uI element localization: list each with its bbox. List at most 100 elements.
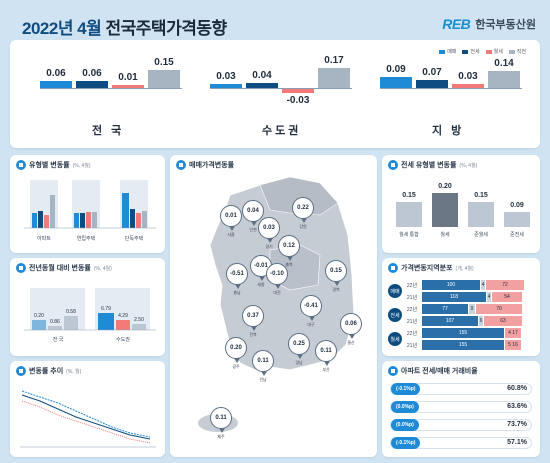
map-pin-부산: 0.11 — [315, 340, 337, 366]
dist-segment — [479, 316, 483, 326]
summary-legend: 매매 전세 월세 직전 — [439, 48, 526, 55]
dist-year: 22년 — [406, 331, 418, 337]
map-pin-울산: 0.06 — [340, 313, 362, 339]
title-date: 2022년 4월 — [22, 19, 102, 38]
jeonse-label: 준전세 — [510, 232, 524, 238]
ratio-row: (-0.1%p) 60.8% — [390, 383, 532, 395]
map-pin-label: 충북 — [285, 262, 293, 267]
dist-group-label: 월세 — [388, 332, 402, 346]
region-bar — [246, 83, 278, 88]
type-group-detached: 단독주택 — [124, 236, 144, 242]
chart-icon — [16, 160, 26, 170]
jeonse-bar — [504, 211, 530, 227]
map-pin-대구: -0.41 — [300, 295, 322, 321]
dist-segment — [486, 280, 524, 290]
map-pin-제주: 0.11 — [210, 407, 232, 433]
type-group-apt: 아파트 — [37, 236, 51, 242]
dist-segment — [484, 316, 522, 326]
page-title: 2022년 4월 전국주택가격동향 — [22, 14, 227, 39]
dist-segment — [505, 328, 521, 338]
jeonse-value: 0.15 — [474, 191, 488, 199]
jeonse-value: 0.20 — [438, 183, 452, 190]
region-name: 전 국 — [92, 125, 125, 137]
dist-title: 가격변동지역분포 (개, 4월) — [388, 263, 474, 273]
region-name: 지 방 — [432, 125, 465, 137]
dist-value: 6 — [479, 318, 483, 324]
dist-segment — [469, 304, 475, 314]
dist-year: 21년 — [406, 343, 418, 349]
map-pin-경남: 0.25 — [288, 333, 310, 359]
region-bar — [210, 84, 242, 88]
region-bar — [282, 89, 314, 93]
dist-value: 54 — [504, 294, 510, 300]
dist-segment — [481, 280, 485, 290]
dist-year: 21년 — [406, 295, 418, 301]
chart-icon — [16, 263, 26, 273]
trend-title: 변동률 추이 (%, 월) — [16, 366, 81, 376]
ratio-value: 57.1% — [507, 439, 527, 446]
type-change-card: 유형별 변동률 (%, 4월) 아파트 연립주택 단독주택 — [10, 155, 165, 253]
map-title: 매매가격변동률 — [176, 160, 234, 170]
annual-val-4: 6.79 — [101, 306, 111, 312]
region-bar — [488, 71, 520, 88]
region-value: 0.15 — [154, 57, 174, 68]
map-pin-label: 강원 — [299, 224, 307, 229]
map-pin-label: 인천 — [249, 227, 257, 232]
map-pin-서울: 0.01 — [220, 205, 242, 231]
jeonse-type-card: 전세 유형별 변동률 (%, 4월) 0.15 월세 통합 0.20 월세 0.15 준월세… — [382, 155, 540, 253]
jeonse-type-title: 전세 유형별 변동률 (%, 4월) — [388, 160, 477, 170]
logo: REB 한국부동산원 — [442, 16, 536, 32]
map-pin-인천: 0.04 — [242, 200, 264, 226]
ratio-value: 60.8% — [507, 385, 527, 392]
dist-group-label: 매매 — [388, 284, 402, 298]
region-baseline — [380, 88, 522, 89]
annual-card: 전년동월 대비 변동률 (%, 4월) 0.20 0.86 0.58 6.79 4… — [10, 258, 165, 356]
dist-group-label: 전세 — [388, 308, 402, 322]
annual-group-1: 전 국 — [52, 337, 64, 343]
legend-item-jeonse: 전세 — [462, 48, 480, 55]
chart-icon — [388, 366, 398, 376]
annual-val-1: 0.20 — [34, 313, 44, 319]
map-pin-label: 세종 — [257, 282, 265, 287]
dist-year: 21년 — [406, 319, 418, 325]
summary-card: 매매 전세 월세 직전 0.06 0.06 0.01 0.15 전 국 0.03 0.04 -… — [10, 40, 540, 148]
region-value: 0.07 — [422, 66, 442, 78]
jeonse-label: 월세 통합 — [399, 232, 419, 238]
map-pin-전북: 0.37 — [242, 305, 264, 331]
jeonse-label: 월세 — [440, 232, 450, 238]
region-value: 0.14 — [494, 58, 514, 70]
region-baseline — [210, 88, 352, 89]
jeonse-bar — [468, 201, 494, 227]
map-card: 매매가격변동률 0.01 서울 0.04 인천 0.03 경기 0.22 강원 0.12 충북 0.… — [170, 155, 377, 457]
legend-item-prev: 직전 — [508, 48, 526, 55]
dist-value: 5 16 — [508, 342, 518, 348]
map-pin-label: 울산 — [347, 340, 355, 345]
region-value: 0.09 — [386, 64, 406, 76]
jeonse-bar — [396, 201, 422, 227]
type-group-rowhouse: 연립주택 — [76, 236, 96, 242]
ratio-change: (-0.1%p) — [391, 383, 421, 395]
region-value: 0.01 — [118, 72, 138, 83]
region-value: 0.03 — [458, 71, 478, 83]
map-pin-경기: 0.03 — [258, 217, 280, 243]
chart-icon — [388, 160, 398, 170]
map-pin-label: 경기 — [265, 244, 273, 249]
annual-chart — [24, 288, 156, 331]
ratio-card: 아파트 전세/매매 거래비율 (-0.1%p) 60.8% (0.0%p) 63.6%… — [382, 361, 540, 457]
jeonse-value: 0.09 — [510, 201, 524, 209]
map-pin-label: 전남 — [259, 377, 267, 382]
dist-year: 22년 — [406, 283, 418, 289]
map-pin-광주: 0.20 — [225, 337, 247, 363]
dist-value: 155 — [458, 342, 468, 348]
ratio-title: 아파트 전세/매매 거래비율 — [388, 366, 478, 376]
annual-val-5: 4.29 — [118, 313, 128, 319]
ratio-row: (0.0%p) 73.7% — [390, 419, 532, 431]
dist-value: 70 — [496, 306, 502, 312]
dist-year: 22년 — [406, 307, 418, 313]
map-pin-label: 전북 — [249, 332, 257, 337]
type-change-chart — [24, 180, 156, 229]
ratio-change: (-0.1%p) — [391, 437, 421, 449]
map-pin-대전: -0.10 — [266, 263, 288, 289]
region-bar — [76, 80, 108, 88]
ratio-value: 73.7% — [507, 421, 527, 428]
